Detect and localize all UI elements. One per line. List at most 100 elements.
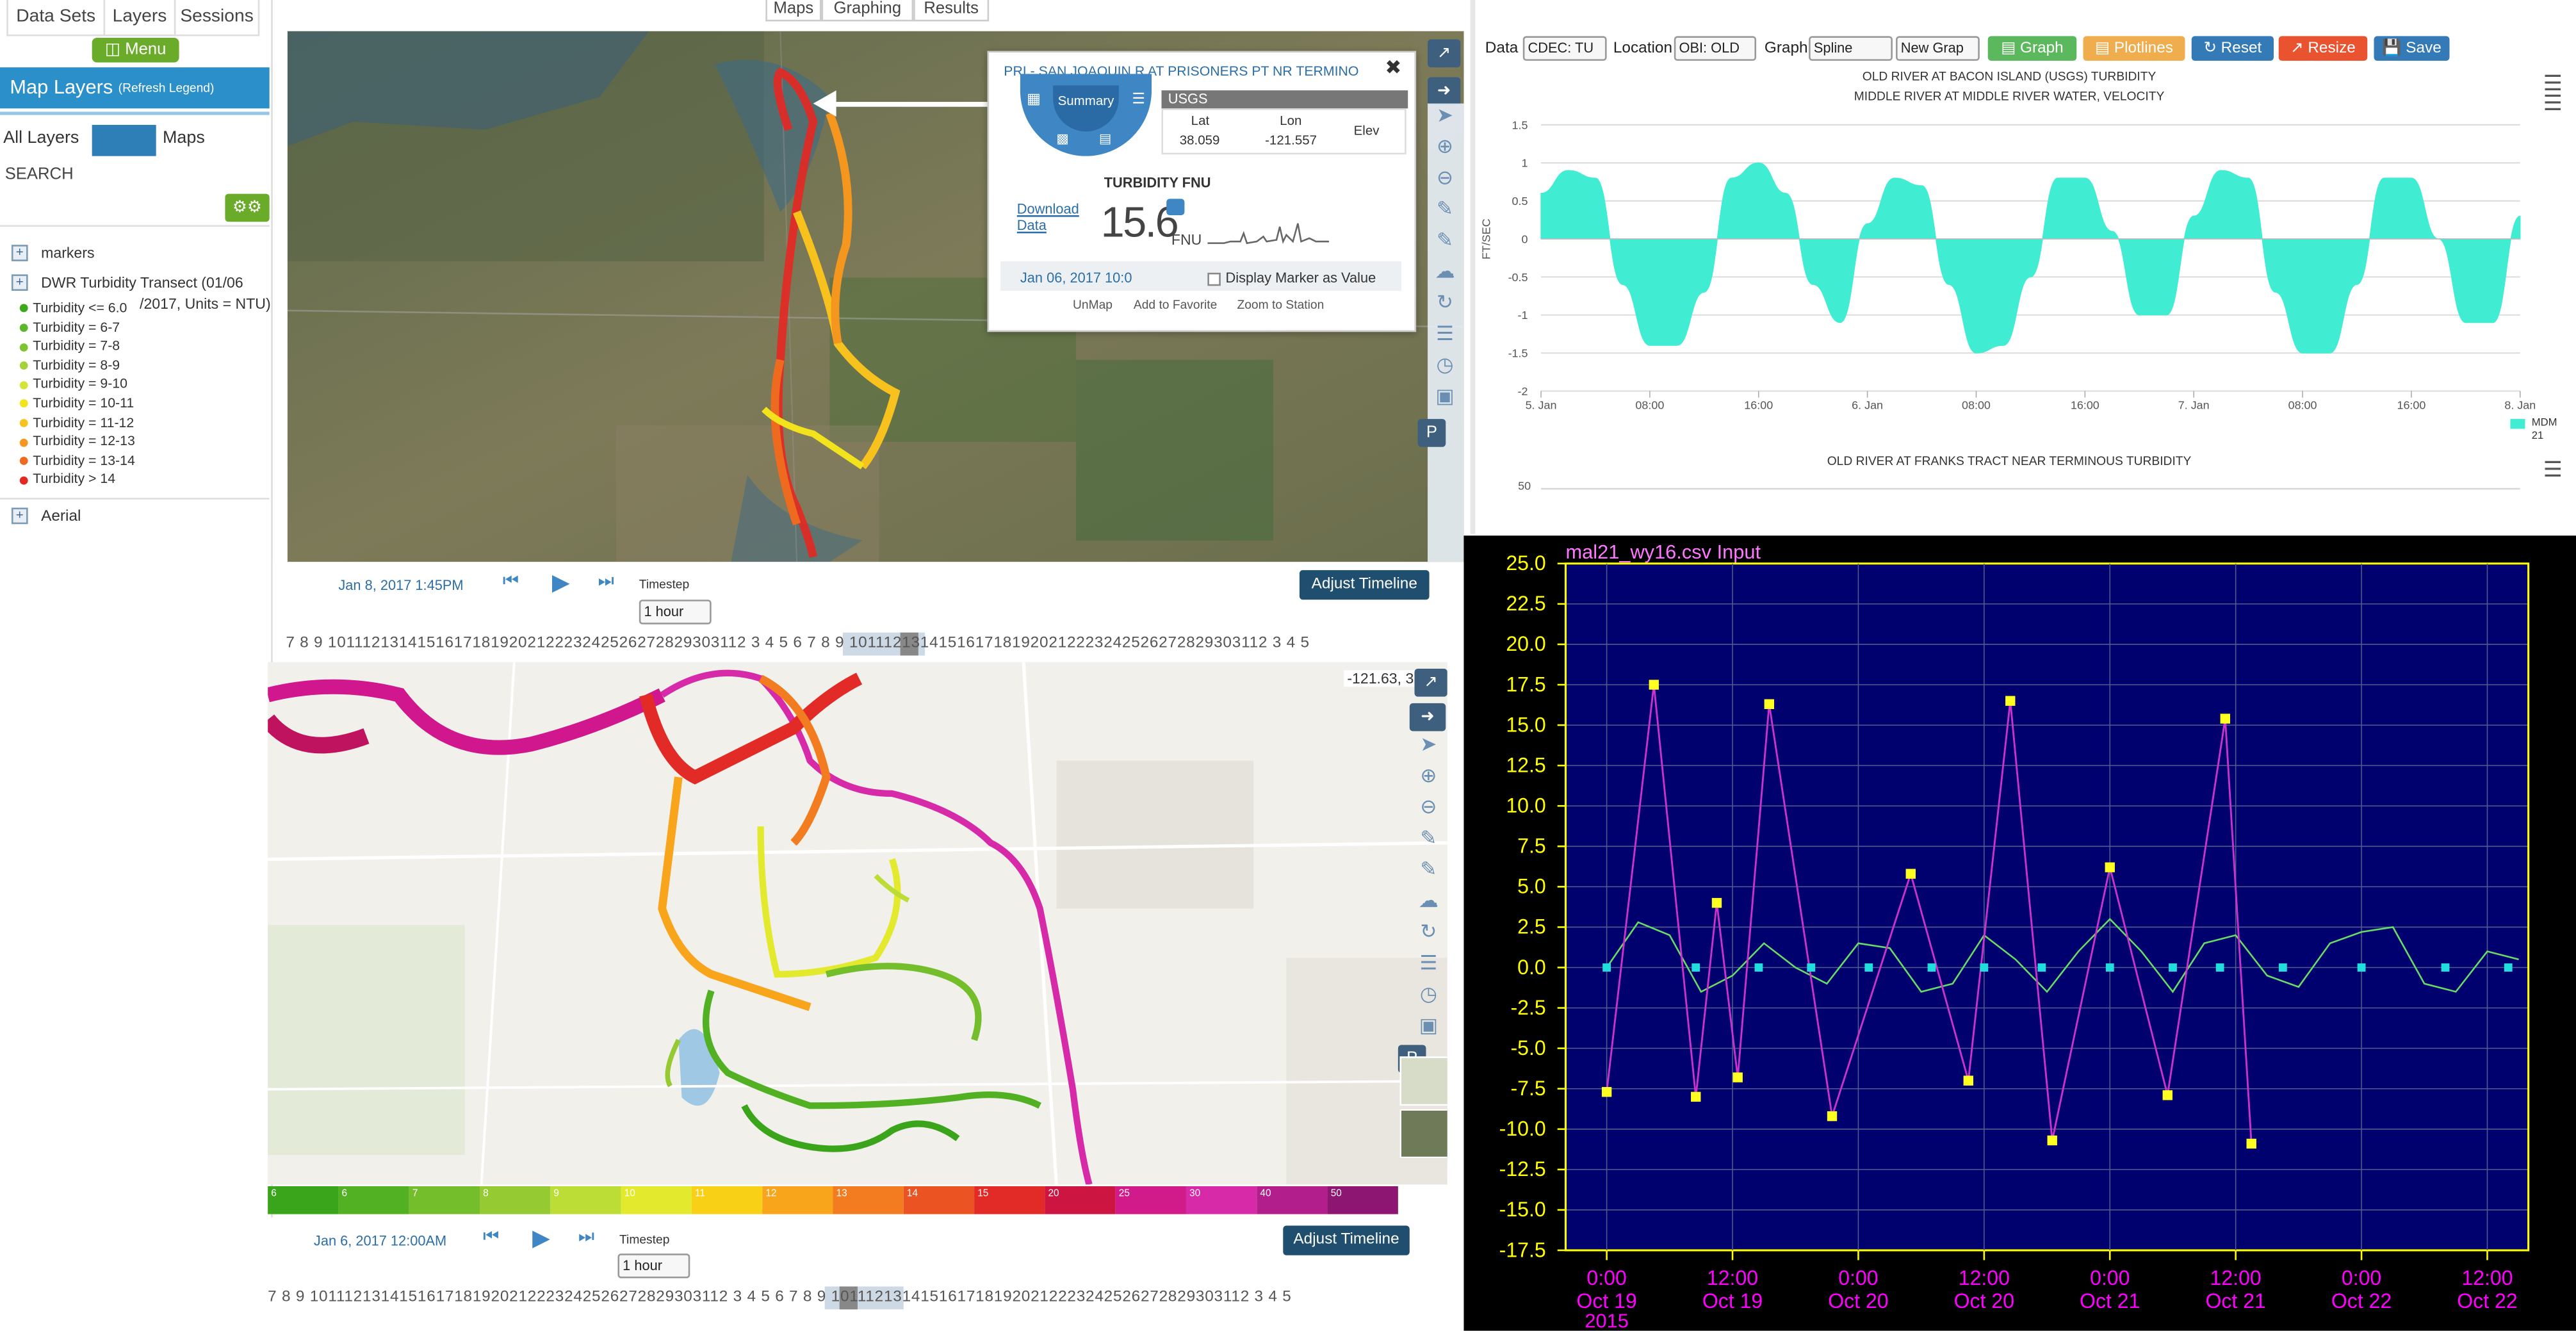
subtab-all-layers[interactable]: All Layers	[3, 128, 79, 148]
download-data-link[interactable]: Download Data	[1016, 200, 1079, 234]
map-fullscreen-button[interactable]: ↗	[1428, 39, 1461, 68]
data-point-cyan	[1927, 963, 1936, 972]
zoom-out-icon[interactable]: ⊖	[1437, 166, 1453, 189]
plotlines-button[interactable]: ▤ Plotlines	[2083, 36, 2185, 61]
y-tick-label: 7.5	[1517, 835, 1546, 858]
subtab-maps[interactable]: Maps	[162, 128, 205, 148]
timeline-current[interactable]	[839, 1286, 858, 1310]
play-button[interactable]: ▶	[551, 568, 570, 595]
tab-results[interactable]: Results	[913, 0, 990, 22]
tab-graphing[interactable]: Graphing	[821, 0, 914, 22]
upload-icon[interactable]: ☁	[1418, 888, 1439, 912]
reset-button[interactable]: ↻ Reset	[2191, 36, 2274, 61]
close-icon[interactable]: ✖	[1385, 56, 1402, 79]
chart-menu-icon[interactable]: ☰	[2543, 90, 2563, 115]
expand-icon[interactable]: +	[11, 507, 28, 525]
fit-extent-icon[interactable]: ▣	[1419, 1013, 1438, 1037]
upload-icon[interactable]: ☁	[1435, 259, 1455, 283]
timeline-current[interactable]	[900, 632, 918, 656]
line-chart-icon[interactable]: ▤	[1099, 131, 1112, 147]
tab-sessions[interactable]: Sessions	[174, 0, 260, 37]
timeline-window[interactable]	[824, 1286, 904, 1310]
search-label[interactable]: SEARCH	[4, 166, 74, 184]
zoom-out-icon[interactable]: ⊖	[1420, 795, 1437, 819]
summary-menu-wheel[interactable]: Summary ▦ ☰ ▩ ▤	[1020, 74, 1152, 156]
street-map[interactable]: -121.63, 37 ↗ ➜ ➤ ⊕ ⊖ ✎ ✎ ☁ ↻ ☰ ◷ ▣ P	[268, 662, 1447, 1185]
draw-icon[interactable]: ✎	[1420, 857, 1437, 881]
menu-button[interactable]: ◫ Menu	[92, 37, 179, 63]
zoom-in-icon[interactable]: ⊕	[1437, 135, 1453, 158]
y-tick-label: 0.5	[1512, 195, 1528, 208]
adjust-timeline-button[interactable]: Adjust Timeline	[1283, 1225, 1410, 1255]
plot-title: mal21_wy16.csv Input	[1565, 540, 1761, 564]
zoom-in-icon[interactable]: ⊕	[1420, 763, 1437, 787]
timestep-select[interactable]: 1 hour	[639, 600, 712, 625]
list-icon[interactable]: ☰	[1132, 90, 1146, 107]
refresh-icon[interactable]: ↻	[1420, 920, 1437, 943]
color-bar-segment: 50	[1327, 1186, 1398, 1214]
graph-type-select[interactable]: Spline	[1809, 36, 1893, 61]
save-button[interactable]: 💾 Save	[2374, 36, 2450, 61]
bar-chart-icon[interactable]: ▩	[1056, 131, 1069, 147]
graph-target-select[interactable]: New Grap	[1896, 36, 1980, 61]
pointer-icon[interactable]: ➤	[1437, 103, 1453, 127]
layers-icon[interactable]: ☰	[1436, 322, 1454, 345]
legend-dot-icon	[19, 342, 28, 351]
step-forward-button[interactable]: ⏭	[598, 571, 615, 592]
layer-transect-title[interactable]: DWR Turbidity Transect (01/06	[41, 274, 243, 291]
layer-markers[interactable]: markers	[41, 245, 95, 261]
pencil-icon[interactable]: ✎	[1437, 197, 1453, 220]
zoom-station-link[interactable]: Zoom to Station	[1237, 297, 1325, 313]
display-marker-checkbox[interactable]	[1207, 272, 1221, 286]
draw-icon[interactable]: ✎	[1437, 228, 1453, 252]
add-favorite-link[interactable]: Add to Favorite	[1133, 297, 1218, 313]
y-tick-label: 22.5	[1506, 592, 1545, 615]
subtab-active[interactable]: Active	[92, 124, 156, 156]
expand-icon[interactable]: +	[11, 245, 28, 261]
play-button[interactable]: ▶	[532, 1223, 550, 1251]
fit-extent-icon[interactable]: ▣	[1435, 384, 1455, 408]
adjust-timeline-button[interactable]: Adjust Timeline	[1299, 570, 1430, 600]
layer-settings-button[interactable]: ⚙⚙	[225, 193, 270, 222]
step-back-button[interactable]: ⏮	[502, 571, 519, 592]
collapse-arrow-button[interactable]: ➜	[1409, 703, 1446, 731]
location-select[interactable]: OBI: OLD	[1674, 36, 1757, 61]
chart-menu-icon[interactable]: ☰	[2543, 457, 2563, 482]
data-select[interactable]: CDEC: TU	[1522, 36, 1607, 61]
resize-button[interactable]: ↗ Resize	[2278, 36, 2368, 61]
expand-icon[interactable]: +	[11, 274, 28, 291]
basemap-thumbnail-street[interactable]	[1399, 1056, 1447, 1106]
clock-icon[interactable]: ◷	[1436, 353, 1454, 377]
x-tick-label: 0:00	[2090, 1266, 2130, 1289]
map-fullscreen-button[interactable]: ↗	[1414, 668, 1447, 697]
clock-icon[interactable]: ◷	[1419, 982, 1437, 1006]
tab-maps[interactable]: Maps	[765, 0, 822, 22]
legend-swatch[interactable]	[2510, 419, 2525, 429]
pencil-icon[interactable]: ✎	[1420, 826, 1437, 850]
legend-label[interactable]: MDM 21	[2531, 417, 2557, 442]
refresh-icon[interactable]: ↻	[1437, 291, 1453, 314]
pointer-icon[interactable]: ➤	[1420, 733, 1437, 756]
timestep-select[interactable]: 1 hour	[617, 1253, 690, 1278]
graph-button[interactable]: ▤ Graph	[1987, 36, 2077, 61]
summary-center[interactable]: Summary	[1053, 85, 1119, 132]
parking-icon[interactable]: P	[1417, 419, 1446, 447]
tab-data-sets[interactable]: Data Sets	[6, 0, 106, 37]
layers-icon[interactable]: ☰	[1419, 951, 1438, 975]
velocity-chart[interactable]: 1.5 1 0.5 0 -0.5 -1 -1.5 -25. Jan 08:00 16:00 6. J…	[1475, 105, 2543, 409]
data-point-cyan	[2278, 963, 2287, 972]
refresh-legend-link[interactable]: (Refresh Legend)	[118, 80, 215, 95]
legend-item: Turbidity = 9-10	[19, 375, 127, 391]
step-back-button[interactable]: ⏮	[483, 1227, 500, 1247]
grid-icon[interactable]: ▦	[1027, 90, 1041, 107]
left-panel: Data Sets Layers Sessions ◫ Menu Map Lay…	[0, 0, 273, 1331]
collapse-arrow-button[interactable]: ➜	[1428, 77, 1461, 106]
step-forward-button[interactable]: ⏭	[578, 1227, 595, 1247]
display-marker-label[interactable]: Display Marker as Value	[1225, 269, 1376, 286]
basemap-thumbnail-satellite[interactable]	[1399, 1109, 1447, 1159]
layer-aerial[interactable]: Aerial	[41, 507, 81, 526]
input-timeseries-chart[interactable]: 25.0 22.5 20.0 17.5 15.0 12.5 10.0 7.5 5.0 2.5 0.0…	[1463, 535, 2576, 1331]
tab-layers[interactable]: Layers	[103, 0, 176, 37]
unmap-link[interactable]: UnMap	[1072, 297, 1113, 313]
chart-menu-icon[interactable]: ☰	[2543, 70, 2563, 95]
